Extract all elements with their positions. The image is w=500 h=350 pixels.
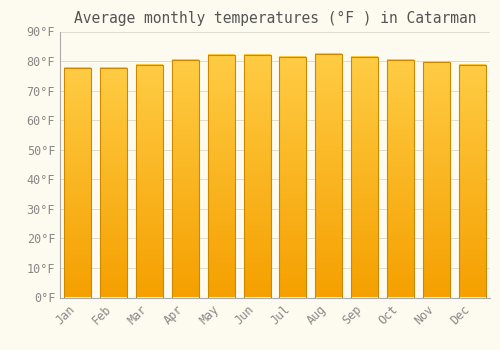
Bar	[172, 61, 199, 298]
Bar	[316, 54, 342, 298]
Bar	[280, 57, 306, 298]
Title: Average monthly temperatures (°F ) in Catarman: Average monthly temperatures (°F ) in Ca…	[74, 11, 476, 26]
Bar	[351, 57, 378, 298]
Bar	[136, 65, 163, 298]
Bar	[208, 55, 234, 298]
Bar	[387, 60, 414, 298]
Bar	[100, 69, 127, 298]
Bar	[244, 55, 270, 298]
Bar	[458, 65, 485, 298]
Bar	[64, 69, 92, 298]
Bar	[423, 62, 450, 298]
